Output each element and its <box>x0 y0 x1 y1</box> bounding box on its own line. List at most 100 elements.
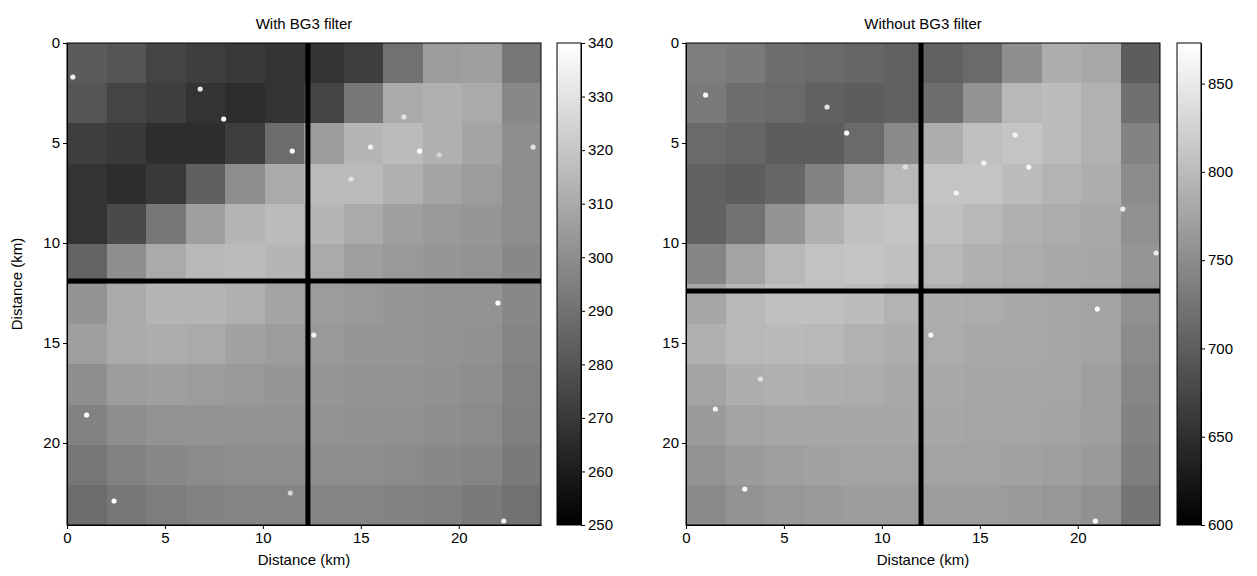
heatmap-cell <box>884 83 924 124</box>
point-source <box>903 164 908 169</box>
heatmap-cell <box>383 324 423 365</box>
point-source <box>221 116 226 121</box>
tick-label: 20 <box>662 434 679 451</box>
panel: 0510152005101520Without BG3 filterDistan… <box>662 15 1233 568</box>
heatmap-cell <box>686 324 726 365</box>
tick-label: 250 <box>588 516 613 533</box>
heatmap-cell <box>186 485 226 525</box>
tick: 0 <box>63 525 71 546</box>
heatmap-cell <box>383 164 423 205</box>
heatmap-cell <box>1121 405 1161 446</box>
heatmap-cell <box>107 204 147 245</box>
heatmap-cell <box>265 405 305 446</box>
tick: 270 <box>581 409 613 426</box>
heatmap-cell <box>1042 43 1082 84</box>
heatmap-cell <box>423 123 463 164</box>
heatmap-cell <box>146 83 186 124</box>
heatmap-cell <box>805 244 845 285</box>
heatmap-cell <box>923 204 963 245</box>
heatmap-cell <box>146 123 186 164</box>
heatmap-cell <box>423 405 463 446</box>
heatmap-cell <box>423 284 463 325</box>
point-source <box>1095 306 1100 311</box>
heatmap-cell <box>186 364 226 405</box>
tick-mark <box>682 443 686 444</box>
tick-mark <box>1201 525 1205 526</box>
heatmap-cell <box>107 485 147 525</box>
tick: 5 <box>780 525 788 546</box>
axis: 600650700750800850 <box>1201 44 1233 534</box>
heatmap-cell <box>67 445 107 486</box>
heatmap-cell <box>67 324 107 365</box>
heatmap-cell <box>146 405 186 446</box>
mask-line-horizontal <box>686 289 1160 294</box>
heatmap-cell <box>383 83 423 124</box>
heatmap-cell <box>963 324 1003 365</box>
heatmap-cell <box>502 164 542 205</box>
heatmap-cell <box>423 83 463 124</box>
heatmap-cell <box>67 204 107 245</box>
colorbar <box>557 43 581 525</box>
heatmap-cell <box>462 164 502 205</box>
heatmap-cell <box>344 164 384 205</box>
heatmap-cell <box>805 485 845 525</box>
plot-area <box>67 43 541 525</box>
heatmap-cell <box>884 445 924 486</box>
plot-frame <box>67 43 541 525</box>
heatmap-cell <box>726 445 766 486</box>
heatmap-cell <box>1002 405 1042 446</box>
heatmap-cell <box>726 43 766 84</box>
point-source <box>844 130 849 135</box>
heatmap-cell <box>225 164 265 205</box>
heatmap-cell <box>383 485 423 525</box>
tick-mark <box>1201 84 1205 85</box>
mask-line-horizontal <box>67 279 541 284</box>
heatmap-cell <box>884 43 924 84</box>
point-source <box>1120 206 1125 211</box>
axis-line <box>686 44 687 526</box>
tick-mark <box>581 43 585 44</box>
point-source <box>288 490 293 495</box>
heatmap-cell <box>107 43 147 84</box>
heatmap-cell <box>462 324 502 365</box>
tick: 20 <box>43 434 67 451</box>
tick: 15 <box>662 334 686 351</box>
tick-mark <box>63 343 67 344</box>
heatmap-cell <box>726 204 766 245</box>
x-axis-title: Distance (km) <box>877 551 970 568</box>
heatmap-cell <box>1121 204 1161 245</box>
heatmap-cell <box>383 364 423 405</box>
tick-label: 260 <box>588 463 613 480</box>
heatmap-cell <box>884 244 924 285</box>
tick: 15 <box>353 525 370 546</box>
heatmap-cell <box>423 244 463 285</box>
axis: 05101520 <box>43 34 67 525</box>
heatmap-cell <box>844 405 884 446</box>
heatmap-cell <box>423 445 463 486</box>
point-source <box>501 518 506 523</box>
heatmap-cell <box>344 244 384 285</box>
heatmap-cell <box>344 405 384 446</box>
tick-label: 10 <box>43 234 60 251</box>
heatmap-cell <box>1002 123 1042 164</box>
tick-label: 320 <box>588 141 613 158</box>
heatmap-cell <box>686 123 726 164</box>
heatmap-cell <box>726 485 766 525</box>
tick-label: 0 <box>63 529 71 546</box>
heatmap-cell <box>67 485 107 525</box>
tick-label: 15 <box>972 529 989 546</box>
heatmap-cell <box>67 123 107 164</box>
heatmap-cell <box>107 324 147 365</box>
tick: 15 <box>972 525 989 546</box>
x-axis-title: Distance (km) <box>258 551 351 568</box>
tick-label: 310 <box>588 195 613 212</box>
point-source <box>348 176 353 181</box>
tick-label: 10 <box>662 234 679 251</box>
heatmap-cell <box>923 405 963 446</box>
tick: 20 <box>451 525 468 546</box>
tick-label: 20 <box>451 529 468 546</box>
heatmap-cell <box>502 445 542 486</box>
heatmap-cell <box>265 123 305 164</box>
heatmap-cell <box>923 123 963 164</box>
heatmap-cell <box>146 244 186 285</box>
